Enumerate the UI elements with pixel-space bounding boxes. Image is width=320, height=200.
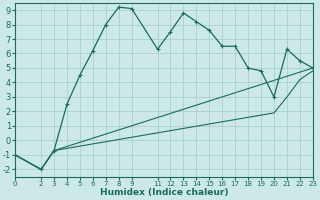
X-axis label: Humidex (Indice chaleur): Humidex (Indice chaleur) [100, 188, 228, 197]
